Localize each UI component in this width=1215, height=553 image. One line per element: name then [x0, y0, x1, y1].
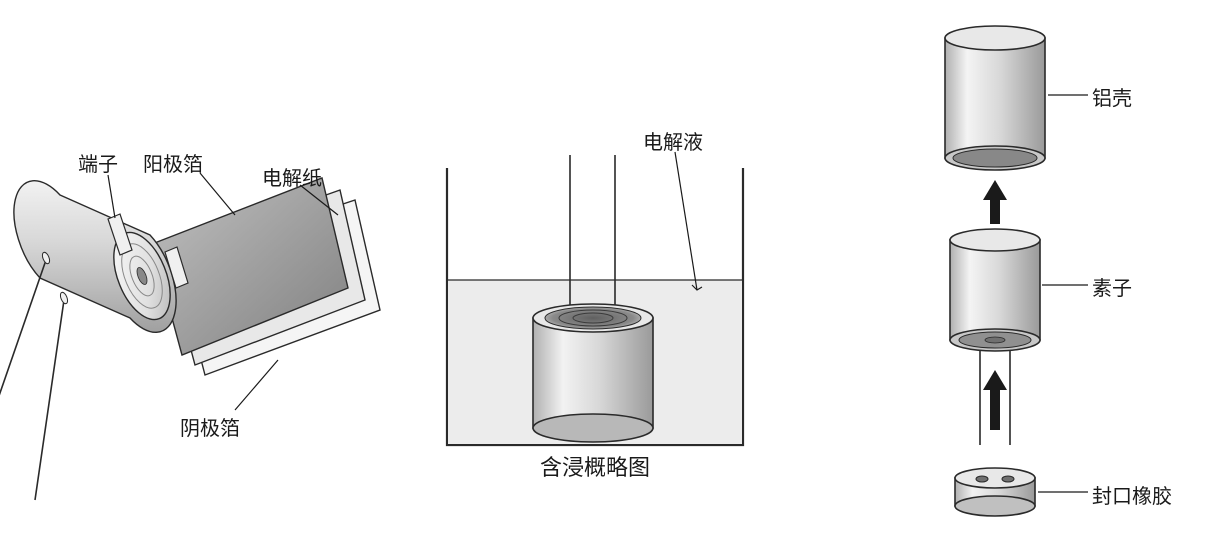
label-element: 素子	[1092, 272, 1132, 301]
lead-wire-2	[35, 300, 64, 500]
leader-electrolyte	[675, 152, 697, 290]
arrow-up-2	[983, 370, 1007, 430]
assembly-svg	[870, 0, 1215, 548]
aluminum-case	[945, 26, 1045, 170]
panel-assembly: 铝壳 素子 封口橡胶	[870, 0, 1215, 548]
arrow-up-1	[983, 180, 1007, 224]
panel-foil-layers: 端子 阳极箔 电解纸 阴极箔	[0, 0, 400, 548]
label-anode-foil: 阳极箔	[143, 148, 203, 177]
panel-impregnation: 电解液 含浸概略图	[405, 0, 785, 548]
lead-wire-1	[0, 260, 46, 445]
label-aluminum-case: 铝壳	[1092, 82, 1132, 111]
label-cathode-foil: 阴极箔	[180, 412, 240, 441]
label-terminal: 端子	[78, 148, 118, 177]
leader-terminal	[108, 175, 115, 218]
label-electrolytic-paper: 电解纸	[262, 162, 322, 191]
element-cylinder	[533, 304, 653, 442]
foil-roll	[14, 181, 182, 333]
leader-cathode	[235, 360, 278, 410]
label-electrolyte: 电解液	[643, 126, 703, 155]
leader-anode	[200, 173, 235, 215]
label-rubber-seal: 封口橡胶	[1092, 480, 1172, 509]
caption-impregnation: 含浸概略图	[540, 450, 650, 482]
rubber-seal	[955, 468, 1035, 516]
foil-diagram-svg	[0, 0, 400, 548]
